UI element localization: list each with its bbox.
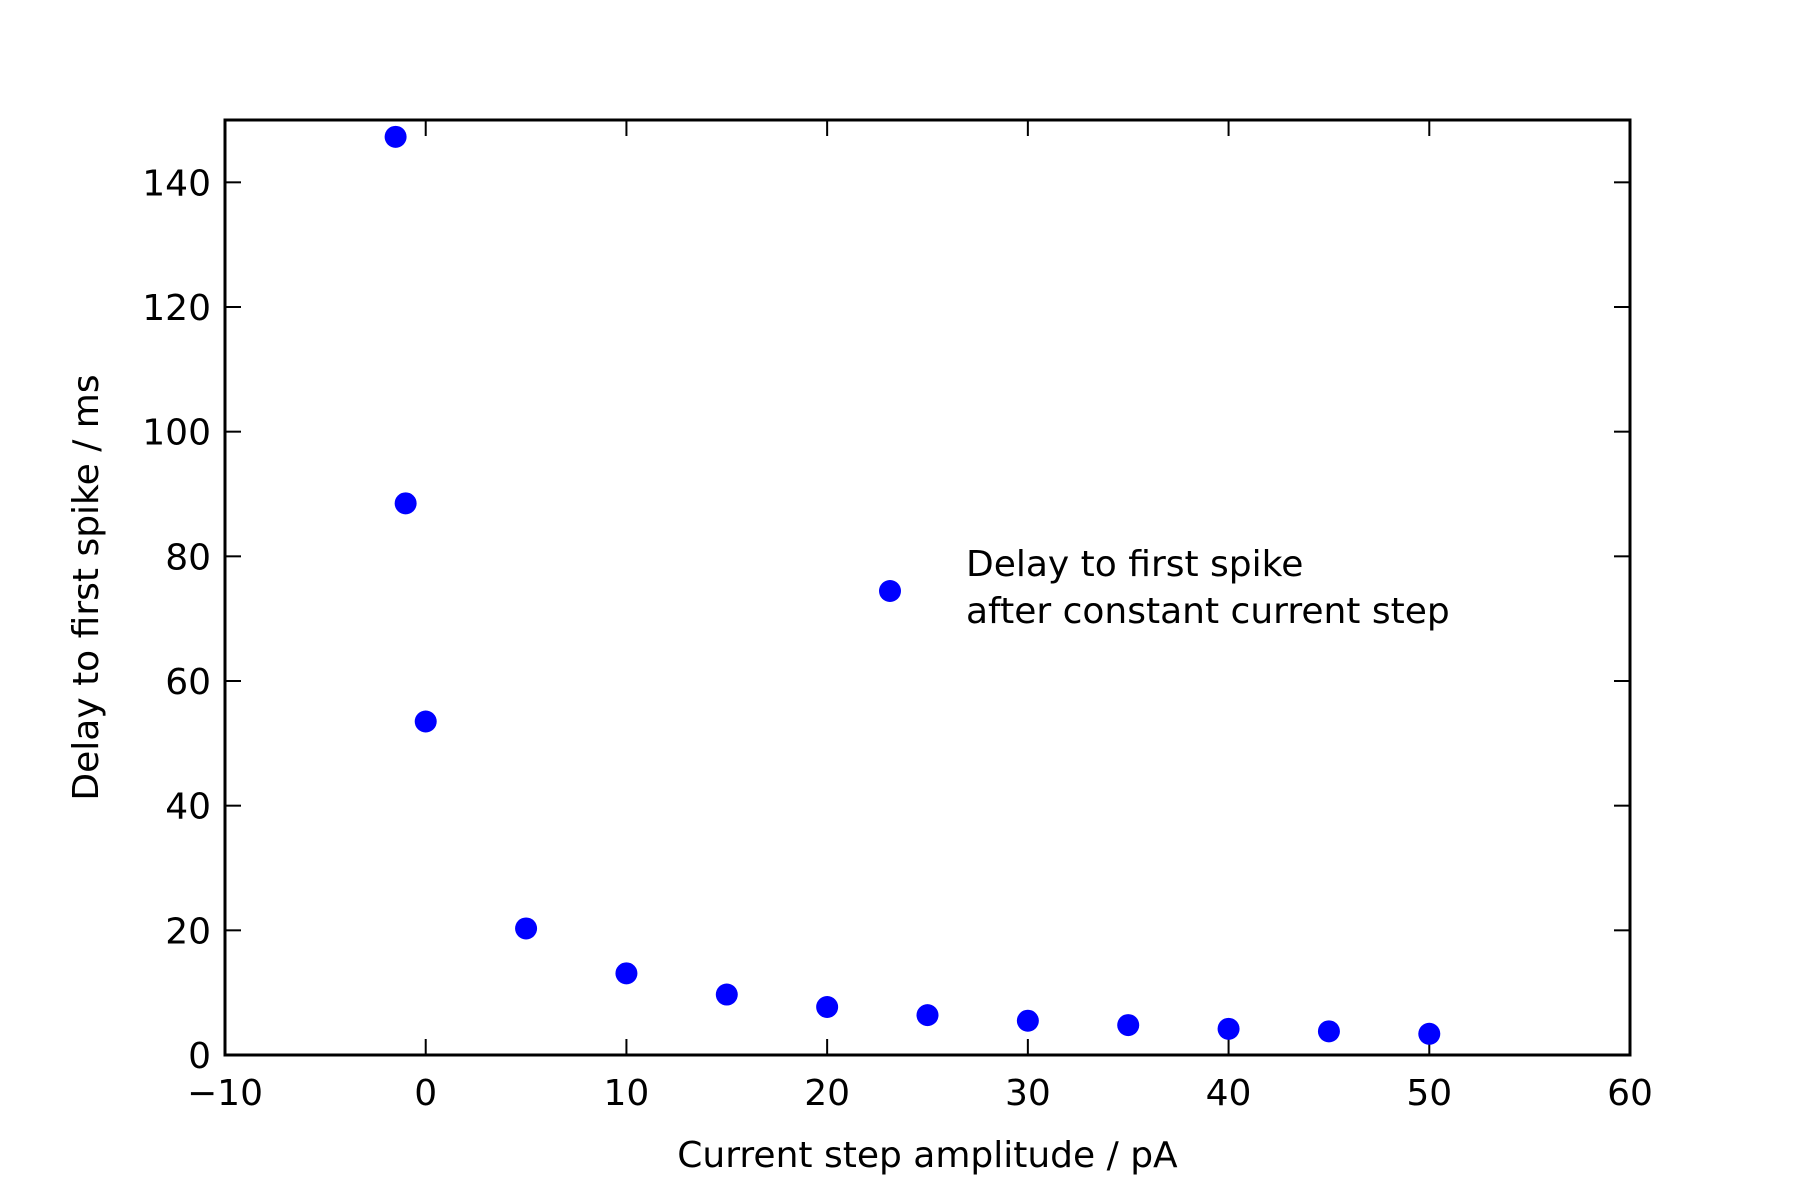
data-point [414,710,437,733]
data-point [916,1004,939,1027]
data-point [1016,1009,1039,1032]
y-tick-label: 60 [165,662,211,703]
y-tick-label: 120 [142,288,211,329]
data-point [384,125,407,148]
y-tick-label: 80 [165,537,211,578]
legend-label-line-1: Delay to first spike [966,544,1303,585]
y-axis-label: Delay to first spike / ms [66,374,107,800]
data-points [384,125,1441,1045]
data-point [1217,1017,1240,1040]
x-tick-label: 30 [1005,1073,1051,1114]
x-tick-label: 0 [414,1073,437,1114]
data-point [816,996,839,1019]
x-tick-label: 50 [1406,1073,1452,1114]
data-point [394,492,417,515]
y-tick-label: 0 [188,1036,211,1077]
y-tick-label: 20 [165,911,211,952]
x-tick-label: −10 [187,1073,263,1114]
data-point [515,917,538,940]
data-point [715,983,738,1006]
x-tick-label: 60 [1607,1073,1653,1114]
y-tick-label: 100 [142,413,211,454]
x-tick-label: 40 [1206,1073,1252,1114]
legend-label-line-2: after constant current step [966,591,1450,632]
legend: Delay to first spike after constant curr… [879,544,1450,632]
y-tick-label: 140 [142,163,211,204]
data-point [1418,1022,1441,1045]
x-axis-label: Current step amplitude / pA [677,1135,1178,1176]
legend-marker [879,580,901,602]
x-tick-label: 20 [804,1073,850,1114]
plot-frame [223,118,1632,1057]
data-point [1117,1014,1140,1037]
y-tick-label: 40 [165,787,211,828]
data-point [615,962,638,985]
x-tick-label: 10 [604,1073,650,1114]
data-point [1317,1020,1340,1043]
